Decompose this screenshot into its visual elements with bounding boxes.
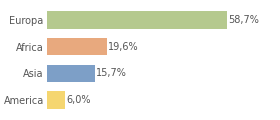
Bar	[46, 91, 65, 109]
Text: 58,7%: 58,7%	[228, 15, 259, 25]
Bar	[46, 11, 227, 29]
Text: 19,6%: 19,6%	[108, 42, 139, 52]
Bar	[46, 38, 107, 55]
Text: 15,7%: 15,7%	[96, 68, 127, 78]
Text: 6,0%: 6,0%	[66, 95, 91, 105]
Bar	[46, 65, 95, 82]
